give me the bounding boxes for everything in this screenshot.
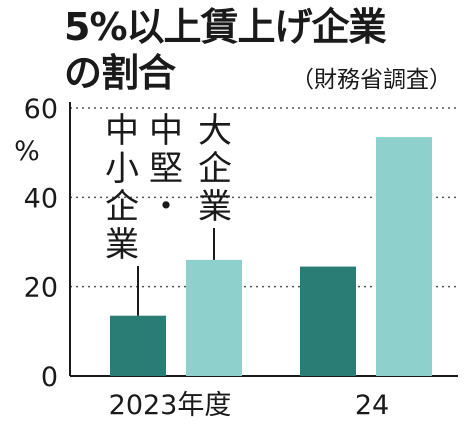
y-tick-label-20: 20 (24, 273, 58, 304)
legend-sme-col2-char-1: 小 (105, 149, 139, 189)
chart-title-line-1: 5%以上賃上げ企業 (64, 5, 387, 49)
y-unit-label: % (14, 136, 40, 167)
chart-title-line-2: の割合 (64, 51, 176, 95)
x-category-label-1: 24 (355, 390, 389, 421)
legend-sme-col1-char-1: 堅 (149, 149, 183, 189)
legend-sme-col2-char-0: 中 (105, 111, 139, 151)
bar-sme-1 (300, 266, 356, 376)
legend-sme-col1-char-2: ・ (149, 187, 183, 227)
y-tick-label-0: 0 (41, 362, 58, 393)
chart-title: 5%以上賃上げ企業 の割合 (64, 4, 460, 96)
legend-large-char-1: 企 (198, 149, 232, 189)
chart-source: （財務省調査） (291, 67, 452, 93)
bar-sme-0 (110, 315, 166, 376)
legend-sme-col2-char-3: 業 (105, 225, 139, 265)
legend-large-char-0: 大 (198, 111, 232, 151)
y-tick-label-60: 60 (24, 94, 58, 125)
bar-large-1 (376, 137, 432, 376)
bar-large-0 (186, 259, 242, 376)
x-category-label-0: 2023年度 (109, 390, 232, 421)
y-tick-label-40: 40 (24, 183, 58, 214)
legend-sme-col2-char-2: 企 (105, 187, 139, 227)
legend-large-char-2: 業 (198, 187, 232, 227)
legend-sme-col1-char-0: 中 (149, 111, 183, 151)
